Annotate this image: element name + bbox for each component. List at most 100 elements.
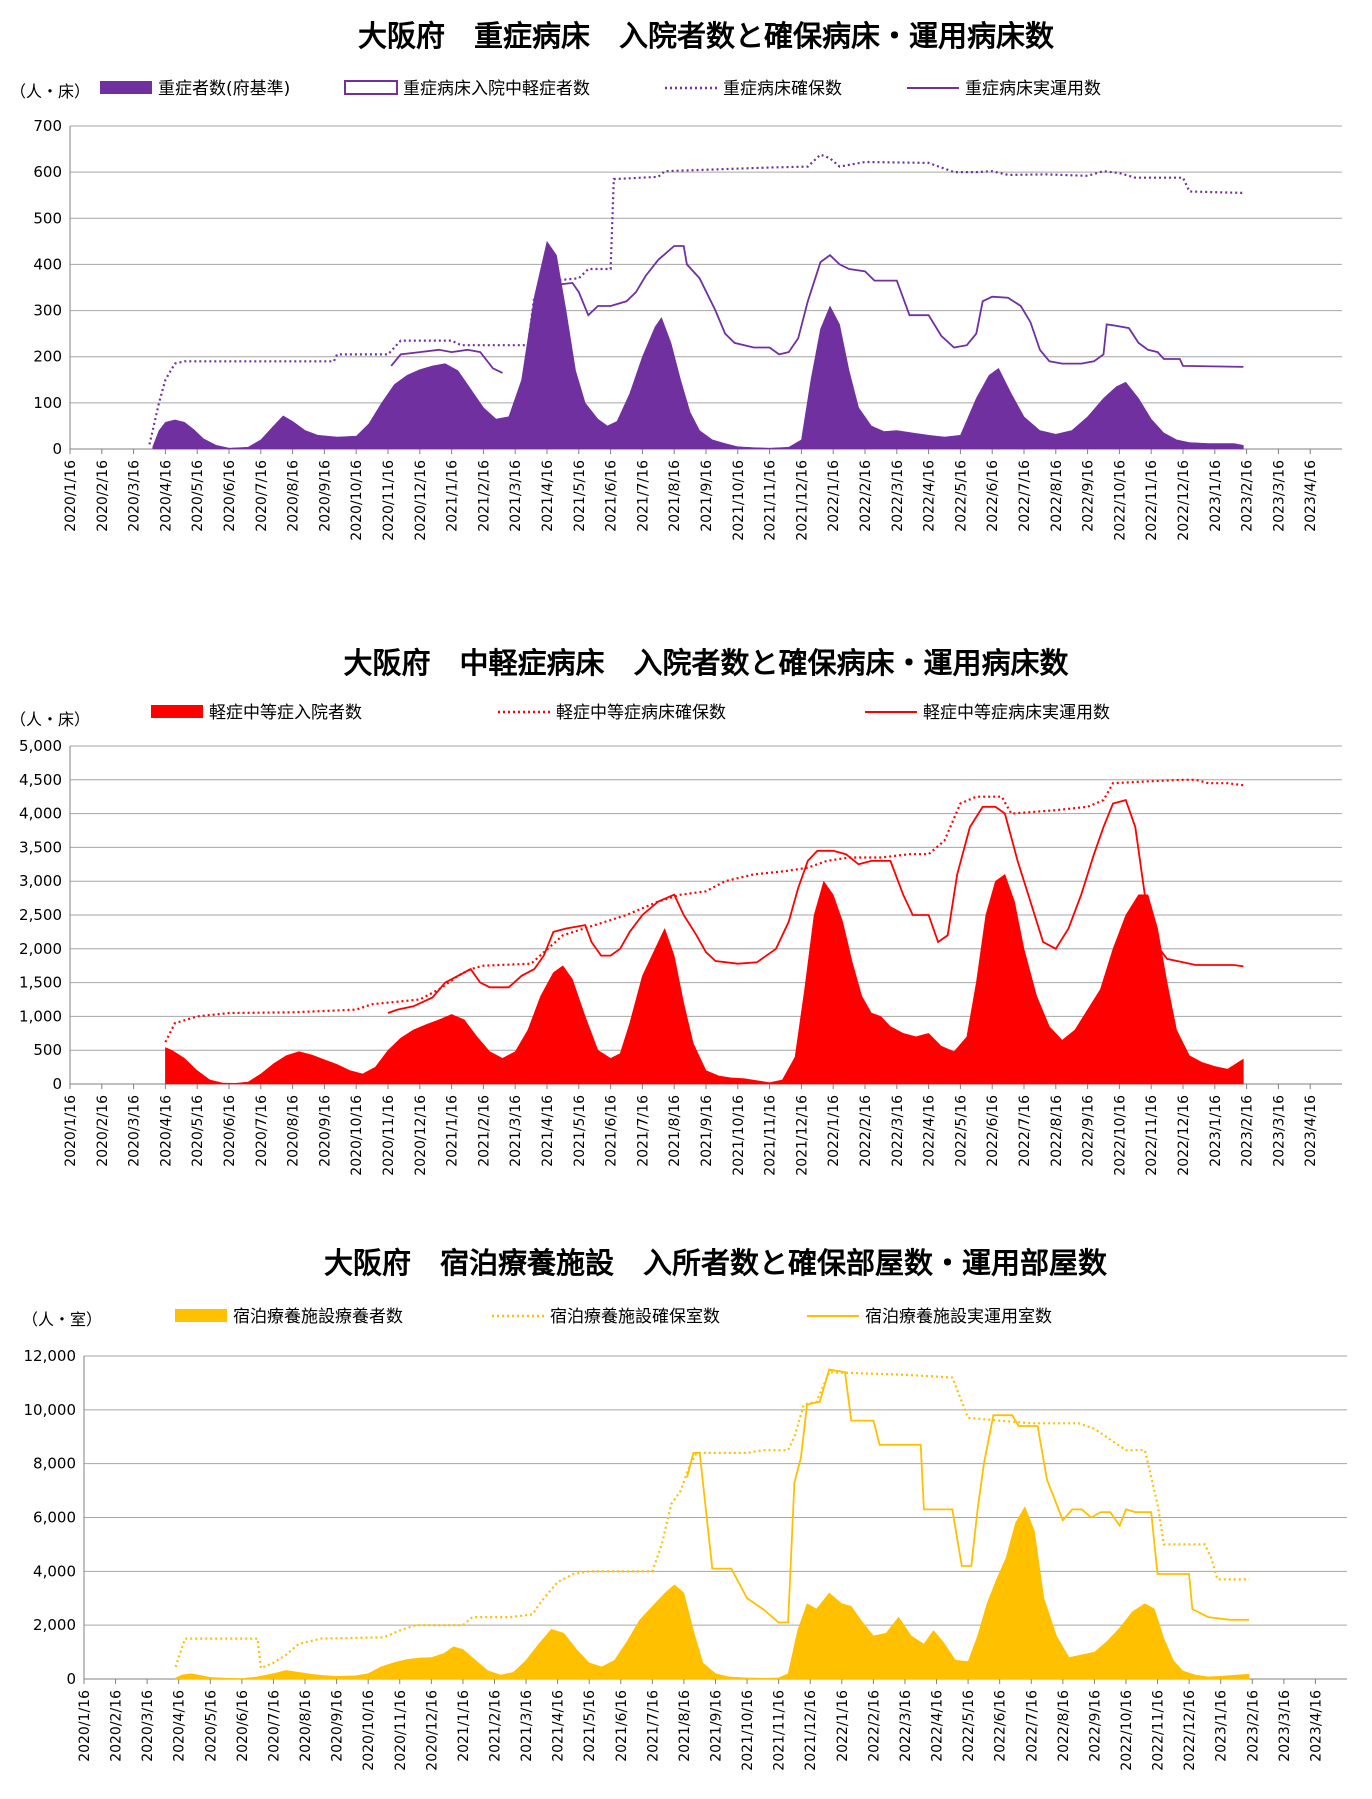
x-tick-label: 2020/8/16 <box>286 460 302 532</box>
x-tick-label: 2022/2/16 <box>866 1690 882 1762</box>
x-tick-label: 2022/11/16 <box>1151 1690 1167 1771</box>
x-tick-label: 2020/6/16 <box>222 460 238 532</box>
y-tick-label: 4,000 <box>19 805 62 823</box>
x-tick-label: 2020/11/16 <box>381 1095 397 1176</box>
legend-label: 重症病床入院中軽症者数 <box>403 79 590 99</box>
x-tick-label: 2021/11/16 <box>763 460 779 541</box>
x-tick-label: 2020/11/16 <box>381 460 397 541</box>
y-tick-label: 100 <box>33 394 62 412</box>
x-tick-label: 2021/3/16 <box>508 460 524 532</box>
legend-label: 軽症中等症病床実運用数 <box>923 703 1110 723</box>
y-tick-label: 3,000 <box>19 872 62 890</box>
x-tick-label: 2021/3/16 <box>519 1690 535 1762</box>
legend-label: 重症病床確保数 <box>723 79 842 99</box>
x-tick-label: 2023/3/16 <box>1271 460 1287 532</box>
x-tick-label: 2020/3/16 <box>127 460 143 532</box>
legend-label: 軽症中等症入院者数 <box>209 703 362 723</box>
x-tick-label: 2022/2/16 <box>858 460 874 532</box>
x-tick-label: 2021/11/16 <box>772 1690 788 1771</box>
x-tick-label: 2020/1/16 <box>77 1690 93 1762</box>
x-tick-label: 2023/1/16 <box>1214 1690 1230 1762</box>
x-tick-label: 2023/2/16 <box>1240 1095 1256 1167</box>
x-tick-label: 2022/5/16 <box>953 460 969 532</box>
x-tick-label: 2023/4/16 <box>1308 1690 1324 1762</box>
x-tick-label: 2023/4/16 <box>1303 460 1319 532</box>
x-tick-label: 2020/10/16 <box>361 1690 377 1771</box>
x-tick-label: 2021/10/16 <box>731 1095 747 1176</box>
x-tick-label: 2021/6/16 <box>604 1095 620 1167</box>
x-tick-label: 2022/4/16 <box>930 1690 946 1762</box>
x-tick-label: 2022/9/16 <box>1081 460 1097 532</box>
x-tick-label: 2021/10/16 <box>740 1690 756 1771</box>
series-4 <box>553 245 1244 368</box>
x-tick-label: 2022/1/16 <box>826 1095 842 1167</box>
x-tick-label: 2021/6/16 <box>604 460 620 532</box>
x-tick-label: 2020/1/16 <box>63 460 79 532</box>
y-tick-label: 500 <box>33 209 62 227</box>
x-tick-label: 2022/8/16 <box>1056 1690 1072 1762</box>
x-tick-label: 2021/7/16 <box>635 1095 651 1167</box>
x-tick-label: 2021/8/16 <box>677 1690 693 1762</box>
x-tick-label: 2020/1/16 <box>63 1095 79 1167</box>
x-tick-label: 2021/11/16 <box>763 1095 779 1176</box>
y-tick-label: 4,000 <box>33 1562 76 1580</box>
x-tick-label: 2020/7/16 <box>266 1690 282 1762</box>
chart-title: 大阪府 宿泊療養施設 入所者数と確保部屋数・運用部屋数 <box>324 1246 1108 1280</box>
x-tick-label: 2022/10/16 <box>1119 1690 1135 1771</box>
x-tick-label: 2023/4/16 <box>1303 1095 1319 1167</box>
legend-swatch-1 <box>175 1309 227 1322</box>
x-tick-label: 2020/2/16 <box>109 1690 125 1762</box>
x-tick-label: 2023/2/16 <box>1240 460 1256 532</box>
x-tick-label: 2020/8/16 <box>286 1095 302 1167</box>
x-tick-label: 2022/6/16 <box>993 1690 1009 1762</box>
x-tick-label: 2020/4/16 <box>158 1095 174 1167</box>
y-tick-label: 2,000 <box>19 940 62 958</box>
series-2 <box>164 778 1244 1043</box>
x-tick-label: 2020/9/16 <box>330 1690 346 1762</box>
x-tick-label: 2022/3/16 <box>890 1095 906 1167</box>
x-tick-label: 2022/7/16 <box>1017 1095 1033 1167</box>
x-tick-label: 2021/2/16 <box>487 1690 503 1762</box>
x-tick-label: 2021/4/16 <box>540 1095 556 1167</box>
x-tick-label: 2022/9/16 <box>1081 1095 1097 1167</box>
x-tick-label: 2021/4/16 <box>551 1690 567 1762</box>
x-tick-label: 2021/4/16 <box>540 460 556 532</box>
y-tick-label: 500 <box>33 1041 62 1059</box>
y-tick-label: 2,500 <box>19 906 62 924</box>
series-1 <box>175 1506 1250 1680</box>
x-tick-label: 2021/1/16 <box>456 1690 472 1762</box>
x-tick-label: 2020/5/16 <box>190 460 206 532</box>
y-unit-label: （人・室） <box>22 1310 102 1329</box>
x-tick-label: 2020/5/16 <box>203 1690 219 1762</box>
series-3 <box>686 1368 1250 1624</box>
chart-3: 大阪府 宿泊療養施設 入所者数と確保部屋数・運用部屋数 （人・室） 宿泊療養施設療養… <box>22 1246 1347 1771</box>
series-1 <box>152 240 1244 450</box>
x-tick-label: 2021/2/16 <box>476 1095 492 1167</box>
chart-title: 大阪府 重症病床 入院者数と確保病床・運用病床数 <box>358 19 1055 53</box>
x-tick-label: 2020/7/16 <box>254 460 270 532</box>
x-tick-label: 2021/6/16 <box>614 1690 630 1762</box>
x-tick-label: 2023/2/16 <box>1245 1690 1261 1762</box>
legend-swatch-2 <box>344 80 398 95</box>
x-tick-label: 2020/12/16 <box>413 460 429 541</box>
x-tick-label: 2022/5/16 <box>953 1095 969 1167</box>
legend-label: 宿泊療養施設実運用室数 <box>865 1307 1052 1327</box>
x-tick-label: 2022/7/16 <box>1017 460 1033 532</box>
x-tick-label: 2021/1/16 <box>445 460 461 532</box>
legend-swatch-1 <box>100 81 152 94</box>
y-tick-label: 0 <box>66 1670 76 1688</box>
legend-label: 重症者数(府基準) <box>158 79 290 99</box>
x-tick-label: 2021/2/16 <box>476 460 492 532</box>
x-tick-label: 2022/10/16 <box>1112 460 1128 541</box>
x-tick-label: 2022/12/16 <box>1176 1095 1192 1176</box>
chart-1: 大阪府 重症病床 入院者数と確保病床・運用病床数 （人・床） 重症者数(府基準) 重症… <box>10 19 1342 541</box>
x-tick-label: 2021/9/16 <box>699 1095 715 1167</box>
x-tick-label: 2020/6/16 <box>235 1690 251 1762</box>
x-tick-label: 2020/4/16 <box>172 1690 188 1762</box>
y-tick-label: 4,500 <box>19 771 62 789</box>
y-tick-label: 300 <box>33 302 62 320</box>
series-1 <box>165 874 1244 1085</box>
x-tick-label: 2022/9/16 <box>1087 1690 1103 1762</box>
